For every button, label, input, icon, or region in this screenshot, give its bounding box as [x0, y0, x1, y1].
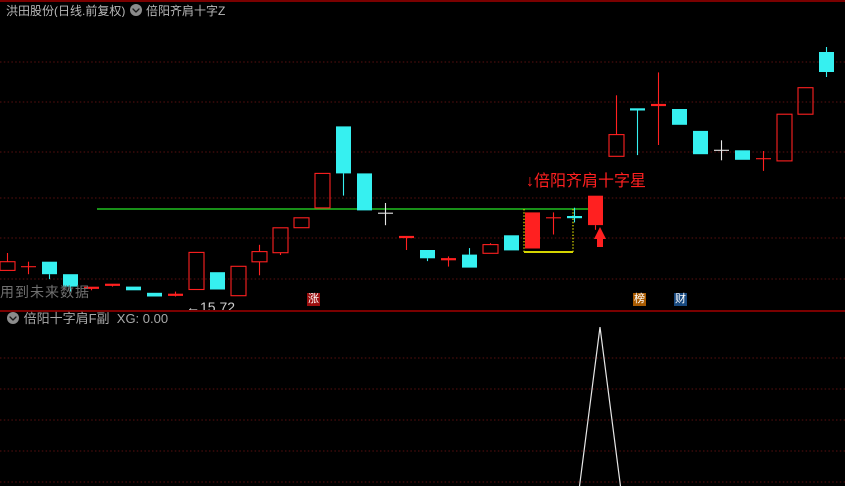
- svg-text:↓倍阳齐肩十字星: ↓倍阳齐肩十字星: [526, 172, 646, 190]
